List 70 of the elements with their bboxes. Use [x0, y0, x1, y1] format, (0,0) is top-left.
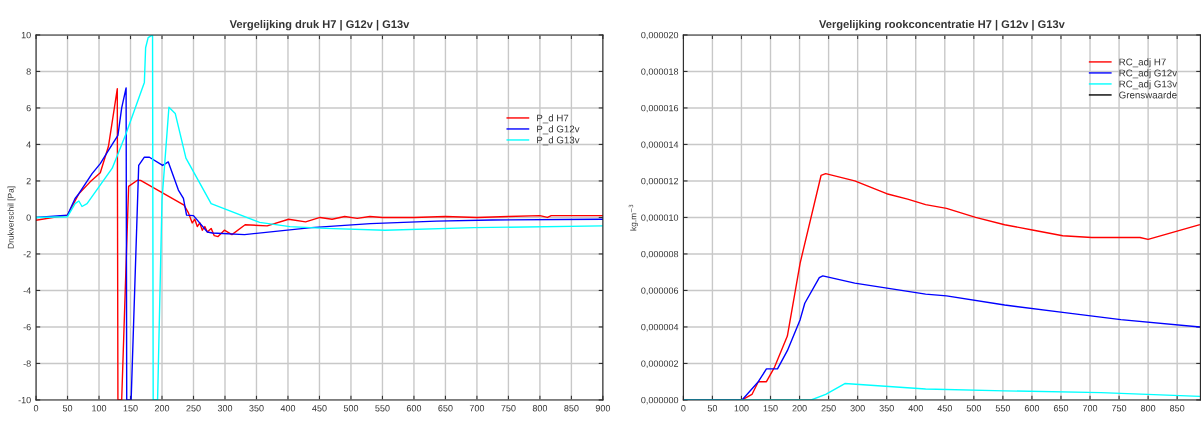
- x-tick-label: 400: [280, 405, 296, 412]
- y-tick-label: 0,000018: [641, 68, 679, 76]
- x-tick-label: 200: [154, 405, 170, 412]
- x-tick-label: 250: [186, 405, 201, 412]
- x-tick-label: 550: [995, 405, 1011, 412]
- x-tick-label: 550: [375, 405, 390, 412]
- x-tick-label: 350: [879, 405, 894, 412]
- y-tick-label: 8: [26, 68, 31, 75]
- y-tick-label: -8: [23, 360, 31, 367]
- y-tick-label: 0,000010: [641, 214, 679, 222]
- y-tick-label: 0,000006: [641, 287, 679, 295]
- y-tick-label: 0,000012: [641, 177, 679, 186]
- y-tick-label: 0,000008: [641, 250, 679, 259]
- x-tick-label: 500: [343, 405, 359, 412]
- x-tick-label: 500: [966, 405, 982, 412]
- x-tick-label: 100: [734, 405, 749, 412]
- x-tick-label: 750: [501, 405, 516, 412]
- y-tick-label: -6: [23, 323, 31, 331]
- x-tick-label: 600: [1024, 405, 1040, 412]
- x-tick-label: 650: [438, 405, 453, 412]
- x-tick-label: 450: [312, 405, 327, 412]
- y-tick-label: 4: [26, 141, 31, 148]
- y-tick-label: 0,000014: [641, 141, 679, 149]
- x-tick-label: 900: [595, 405, 611, 412]
- x-tick-label: 100: [92, 405, 107, 412]
- y-tick-label: 2: [26, 177, 31, 185]
- chart-title: Vergelijking druk H7 | G12v | G13v: [229, 19, 410, 31]
- x-tick-label: 0: [681, 405, 686, 412]
- y-axis-title: Drukverschil [Pa]: [7, 186, 16, 249]
- legend-label: P_d G12v: [537, 125, 580, 135]
- y-tick-label: 0,000016: [641, 104, 679, 113]
- x-tick-label: 700: [1082, 405, 1098, 412]
- x-tick-label: 700: [469, 405, 485, 412]
- x-tick-label: 750: [1112, 405, 1127, 412]
- y-axis-title: kg.m$^{−3}$: [628, 204, 638, 231]
- y-tick-label: 0,000020: [641, 31, 679, 40]
- y-tick-label: 0,000000: [641, 396, 679, 405]
- x-tick-label: 150: [763, 405, 778, 412]
- y-tick-label: -2: [23, 250, 31, 258]
- x-tick-label: 50: [707, 405, 718, 412]
- x-tick-label: 800: [532, 405, 548, 412]
- x-tick-label: 850: [1170, 405, 1185, 412]
- legend-label: RC_adj G13v: [1119, 80, 1178, 90]
- x-tick-label: 850: [564, 405, 579, 412]
- x-tick-label: 650: [1053, 405, 1069, 412]
- x-tick-label: 50: [62, 405, 73, 412]
- x-tick-label: 150: [123, 405, 138, 412]
- legend-label: RC_adj G12v: [1119, 69, 1178, 79]
- x-tick-label: 0: [33, 405, 39, 412]
- x-tick-label: 600: [406, 405, 422, 412]
- legend-label: Grenswaarde: [1119, 91, 1177, 99]
- x-tick-label: 200: [792, 405, 807, 412]
- legend-label: P_d G13v: [537, 136, 580, 146]
- y-tick-label: -4: [23, 287, 31, 294]
- legend-label: P_d H7: [537, 114, 569, 124]
- y-tick-label: -10: [18, 396, 31, 404]
- x-tick-label: 250: [821, 405, 836, 412]
- y-tick-label: 6: [26, 104, 31, 112]
- x-tick-label: 300: [850, 405, 865, 412]
- y-tick-label: 0,000002: [641, 360, 679, 368]
- legend-label: RC_adj H7: [1119, 58, 1166, 68]
- chart-title: Vergelijking rookconcentratie H7 | G12v | G13v: [819, 19, 1065, 31]
- y-tick-label: 10: [21, 31, 31, 39]
- x-tick-label: 800: [1140, 405, 1156, 412]
- x-tick-label: 450: [937, 405, 952, 412]
- y-tick-label: 0: [26, 214, 31, 221]
- x-tick-label: 300: [217, 405, 233, 412]
- x-tick-label: 350: [249, 405, 264, 412]
- x-tick-label: 400: [908, 405, 923, 412]
- y-tick-label: 0,000004: [641, 323, 679, 332]
